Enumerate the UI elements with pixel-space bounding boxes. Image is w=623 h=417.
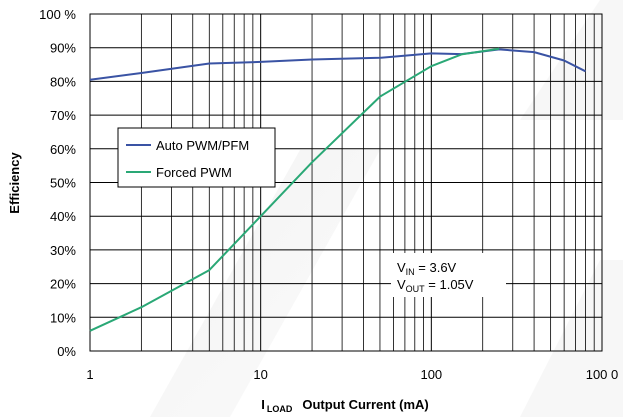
y-tick-label: 40%	[50, 209, 76, 224]
legend-label-forced-pwm: Forced PWM	[156, 165, 232, 180]
conditions-annotation: VIN = 3.6V VOUT = 1.05V	[391, 253, 506, 297]
x-tick-label: 100 0	[586, 367, 619, 382]
series-line-forced-pwm	[89, 47, 500, 332]
series-line-auto-pwm-pfm	[89, 48, 586, 81]
x-tick-labels: 1 10 100 100 0	[86, 367, 618, 382]
legend: Auto PWM/PFM Forced PWM	[117, 127, 276, 188]
y-tick-label: 70%	[50, 108, 76, 123]
x-axis-label-text: Output Current (mA)	[302, 397, 428, 412]
annotation-vout: VOUT = 1.05V	[397, 277, 474, 294]
y-tick-label: 100 %	[39, 7, 76, 22]
x-axis-symbol: I	[261, 397, 265, 412]
y-tick-label: 80%	[50, 74, 76, 89]
y-tick-label: 50%	[50, 176, 76, 191]
y-tick-labels: 0% 10% 20% 30% 40% 50% 60% 70% 80% 90% 100 %	[39, 7, 76, 359]
x-tick-label: 10	[253, 367, 267, 382]
plot-frame	[89, 13, 603, 352]
legend-label-auto-pwm-pfm: Auto PWM/PFM	[156, 138, 249, 153]
x-axis-title: I LOAD Output Current (mA)	[261, 397, 429, 414]
annotation-box	[391, 253, 506, 297]
x-axis-subscript: LOAD	[267, 404, 293, 414]
series-layer	[89, 47, 586, 332]
y-tick-label: 90%	[50, 41, 76, 56]
x-tick-label: 100	[420, 367, 442, 382]
y-tick-label: 30%	[50, 243, 76, 258]
legend-box	[117, 127, 276, 188]
y-tick-label: 20%	[50, 277, 76, 292]
x-tick-label: 1	[86, 367, 93, 382]
annotation-vin: VIN = 3.6V	[397, 260, 457, 277]
y-tick-label: 10%	[50, 310, 76, 325]
y-axis-title: Efficiency	[7, 152, 22, 214]
y-tick-label: 0%	[57, 344, 76, 359]
y-tick-label: 60%	[50, 142, 76, 157]
